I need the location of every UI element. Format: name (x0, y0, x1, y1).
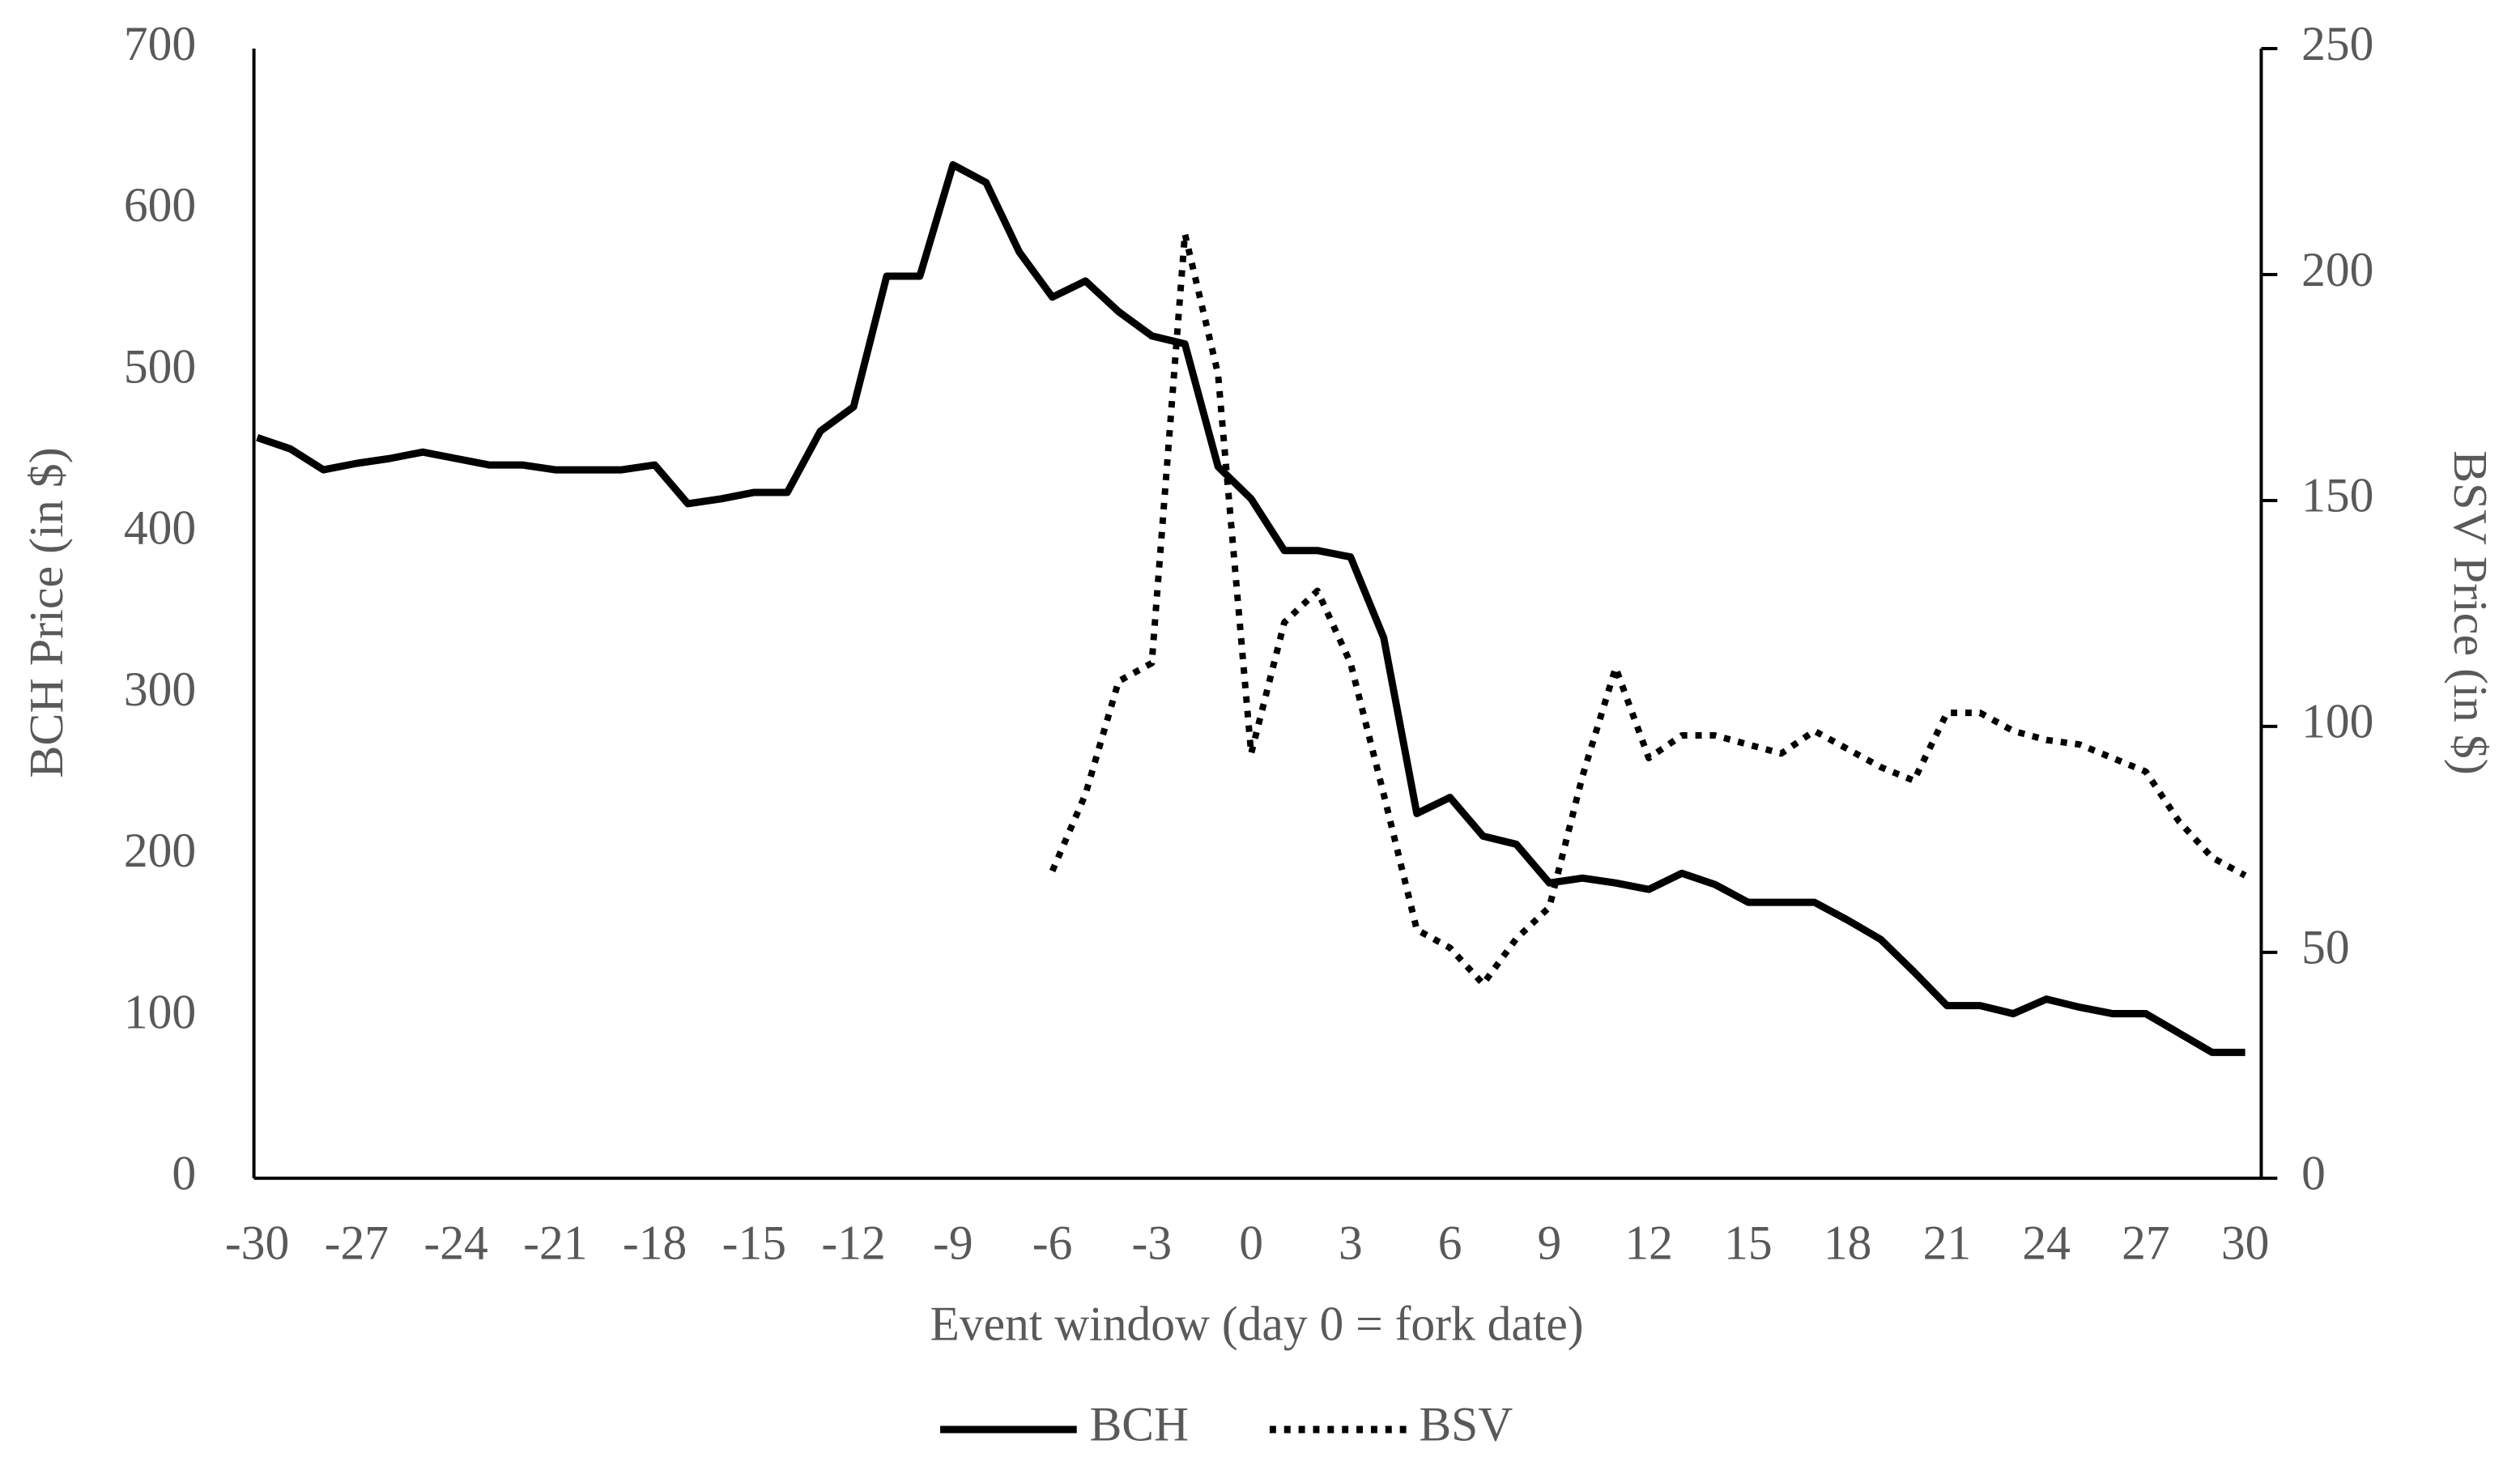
y-axis-title: BCH Price (in $) (19, 447, 73, 778)
x-tick-label: 3 (1339, 1216, 1363, 1269)
series-line (256, 160, 2245, 1056)
y2-tick-label: 200 (2301, 243, 2373, 296)
x-tick-label: -12 (821, 1216, 885, 1269)
y2-tick-label: 100 (2301, 694, 2373, 748)
y2-tick-label: 0 (2301, 1146, 2326, 1199)
y2-tick-label: 50 (2301, 920, 2350, 974)
x-tick-label: -21 (523, 1216, 587, 1269)
x-tick-label: 15 (1724, 1216, 1773, 1269)
y-tick-label: 300 (124, 663, 196, 716)
x-tick-label: 21 (1923, 1216, 1972, 1269)
x-tick-label: -18 (623, 1216, 687, 1269)
y2-tick-label: 150 (2301, 468, 2373, 522)
x-tick-label: -27 (325, 1216, 389, 1269)
x-tick-label: -30 (225, 1216, 289, 1269)
y-tick-label: 500 (124, 339, 196, 393)
y-tick-label: 700 (124, 17, 196, 70)
series-line (1049, 230, 2247, 987)
x-tick-label: -6 (1032, 1216, 1073, 1269)
y-tick-label: 600 (124, 178, 196, 232)
x-tick-label: 18 (1824, 1216, 1872, 1269)
x-tick-label: -3 (1132, 1216, 1173, 1269)
x-tick-label: -15 (722, 1216, 786, 1269)
legend-label: BSV (1419, 1398, 1513, 1451)
x-tick-label: 30 (2221, 1216, 2270, 1269)
x-tick-label: 27 (2122, 1216, 2170, 1269)
y2-axis-title: BSV Price (in $) (2444, 450, 2497, 775)
legend-label: BCH (1090, 1398, 1189, 1451)
y-tick-label: 0 (172, 1146, 196, 1199)
y-tick-label: 100 (124, 985, 196, 1038)
x-tick-label: 12 (1624, 1216, 1673, 1269)
x-tick-label: 0 (1239, 1216, 1263, 1269)
x-tick-label: -9 (933, 1216, 973, 1269)
x-tick-label: 9 (1537, 1216, 1561, 1269)
y-tick-label: 400 (124, 501, 196, 554)
y2-tick-label: 250 (2301, 17, 2373, 70)
x-tick-label: -24 (424, 1216, 487, 1269)
x-tick-label: 24 (2022, 1216, 2071, 1269)
x-axis-title: Event window (day 0 = fork date) (930, 1297, 1583, 1350)
y-tick-label: 200 (124, 824, 196, 877)
x-tick-label: 6 (1438, 1216, 1462, 1269)
